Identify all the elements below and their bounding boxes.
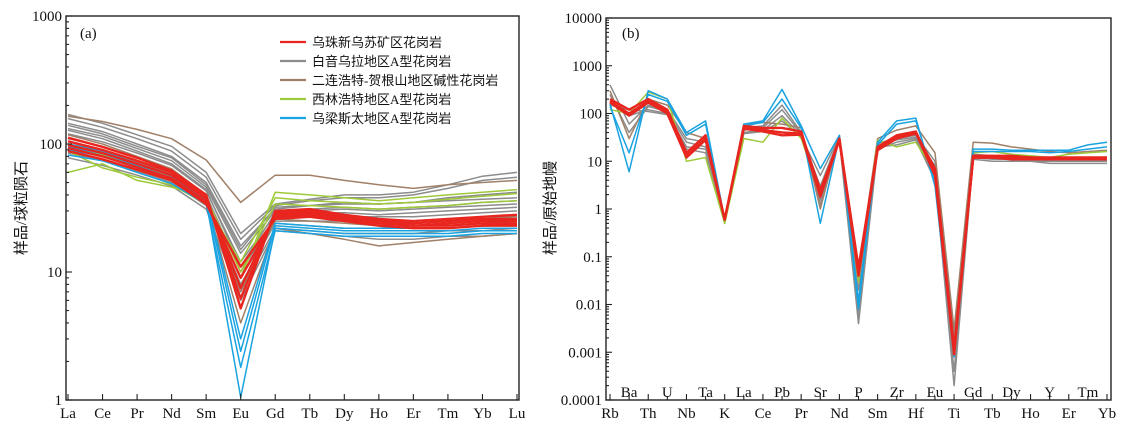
legend-label: 二连浩特-贺根山地区碱性花岗岩	[312, 73, 498, 88]
y-tick-label: 100	[40, 137, 63, 153]
y-tick-label: 0.1	[583, 250, 602, 266]
plot-frame-a	[65, 15, 520, 401]
x-tick-label: Sm	[868, 406, 888, 422]
y-tick-label: 1000	[572, 59, 602, 75]
series-line	[67, 149, 517, 399]
series-line	[67, 115, 518, 204]
series-line	[609, 94, 1107, 373]
series-line	[67, 163, 518, 279]
series-line	[67, 150, 518, 263]
series-line	[67, 146, 517, 280]
x-tick-label: Tm	[1077, 385, 1098, 401]
series-line	[609, 90, 1108, 331]
series-line	[67, 154, 517, 369]
x-tick-label: Th	[640, 406, 657, 422]
x-tick-label: Ce	[94, 406, 111, 422]
x-tick-label: Nd	[162, 406, 181, 422]
x-tick-label: Tb	[301, 406, 318, 422]
panel-label-b: (b)	[622, 26, 640, 42]
x-tick-label: La	[60, 406, 76, 422]
series-group-b	[609, 84, 1108, 387]
x-tick-label: Ho	[370, 406, 388, 422]
y-tick-label: 1	[55, 393, 63, 409]
y-tick-label: 10	[47, 265, 62, 281]
x-tick-label: Sm	[196, 406, 216, 422]
x-tick-label: Zr	[890, 385, 904, 401]
y-tick-label: 10000	[565, 11, 603, 27]
x-tick-label: Ce	[755, 406, 772, 422]
x-tick-label: Pr	[794, 406, 807, 422]
series-line	[67, 146, 517, 353]
y-axis-a: 1 10 100 1000	[32, 9, 72, 409]
x-tick-label: P	[854, 385, 862, 401]
legend-label: 乌珠新乌苏矿区花岗岩	[312, 35, 442, 50]
x-axis-a: La Ce Pr Nd Sm Eu Gd Tb Dy Ho Er Tm Yb Lu	[60, 394, 526, 422]
x-tick-label: Gd	[964, 385, 983, 401]
series-line	[67, 117, 518, 241]
x-tick-label: Er	[1062, 406, 1076, 422]
series-line	[609, 88, 1108, 358]
x-tick-label: Pb	[774, 385, 790, 401]
x-tick-label: Yb	[1098, 406, 1116, 422]
x-tick-label: Nd	[830, 406, 849, 422]
series-line	[67, 124, 518, 251]
series-line	[609, 101, 1107, 350]
series-line	[67, 122, 518, 247]
y-tick-label: 1000	[32, 9, 62, 25]
x-tick-label: U	[662, 385, 673, 401]
y-tick-label: 0.0001	[561, 393, 602, 409]
x-tick-label: Rb	[601, 406, 619, 422]
x-tick-label: Lu	[509, 406, 526, 422]
y-tick-label: 0.01	[576, 298, 602, 314]
x-tick-label: Nb	[677, 406, 695, 422]
legend-label: 西林浩特地区A型花岗岩	[312, 92, 451, 107]
x-tick-label: Eu	[927, 385, 944, 401]
series-line	[67, 140, 517, 300]
x-tick-label: Y	[1044, 385, 1055, 401]
x-tick-label: Gd	[266, 406, 285, 422]
y-tick-label: 0.001	[568, 345, 602, 361]
series-line	[67, 149, 517, 268]
y-axis-label-b: 样品/原始地幔	[542, 161, 559, 255]
x-tick-label: Tb	[984, 406, 1001, 422]
x-tick-label: K	[719, 406, 730, 422]
x-tick-label: Dy	[1002, 385, 1021, 401]
legend-label: 乌梁斯太地区A型花岗岩	[312, 111, 451, 126]
series-line	[67, 136, 518, 310]
x-tick-label: Sr	[814, 385, 827, 401]
x-tick-label: Yb	[473, 406, 491, 422]
y-tick-label: 100	[580, 107, 603, 123]
x-tick-label: Eu	[232, 406, 249, 422]
x-tick-label: Hf	[908, 406, 924, 422]
y-tick-label: 10	[587, 154, 602, 170]
series-line	[67, 143, 517, 340]
plot-frame-b	[605, 17, 1112, 401]
x-tick-label: Ba	[621, 385, 638, 401]
series-line	[67, 143, 517, 290]
legend: 乌珠新乌苏矿区花岗岩白音乌拉地区A型花岗岩二连浩特-贺根山地区碱性花岗岩西林浩特…	[280, 35, 498, 126]
x-tick-label: Er	[406, 406, 420, 422]
x-tick-label: Ho	[1021, 406, 1039, 422]
y-axis-b: 0.0001 0.001 0.01 0.1 1 10 100 1000 10000	[561, 11, 612, 409]
series-line	[67, 127, 518, 255]
series-line	[609, 91, 1108, 354]
series-line	[609, 93, 1108, 356]
x-tick-label: Pr	[130, 406, 143, 422]
panel-label-a: (a)	[80, 26, 97, 42]
x-tick-label: Dy	[335, 406, 354, 422]
x-tick-label: Ti	[948, 406, 961, 422]
y-axis-label-a: 样品/球粒陨石	[13, 161, 30, 255]
x-tick-label: La	[736, 385, 752, 401]
series-group-a	[67, 113, 518, 399]
chart-panel-b: 0.0001 0.001 0.01 0.1 1 10 100 1000 10000 RbBaTh…	[542, 11, 1116, 422]
legend-label: 白音乌拉地区A型花岗岩	[312, 54, 451, 69]
y-tick-label: 1	[595, 202, 603, 218]
x-tick-label: Tm	[438, 406, 459, 422]
x-tick-label: Ta	[698, 385, 713, 401]
